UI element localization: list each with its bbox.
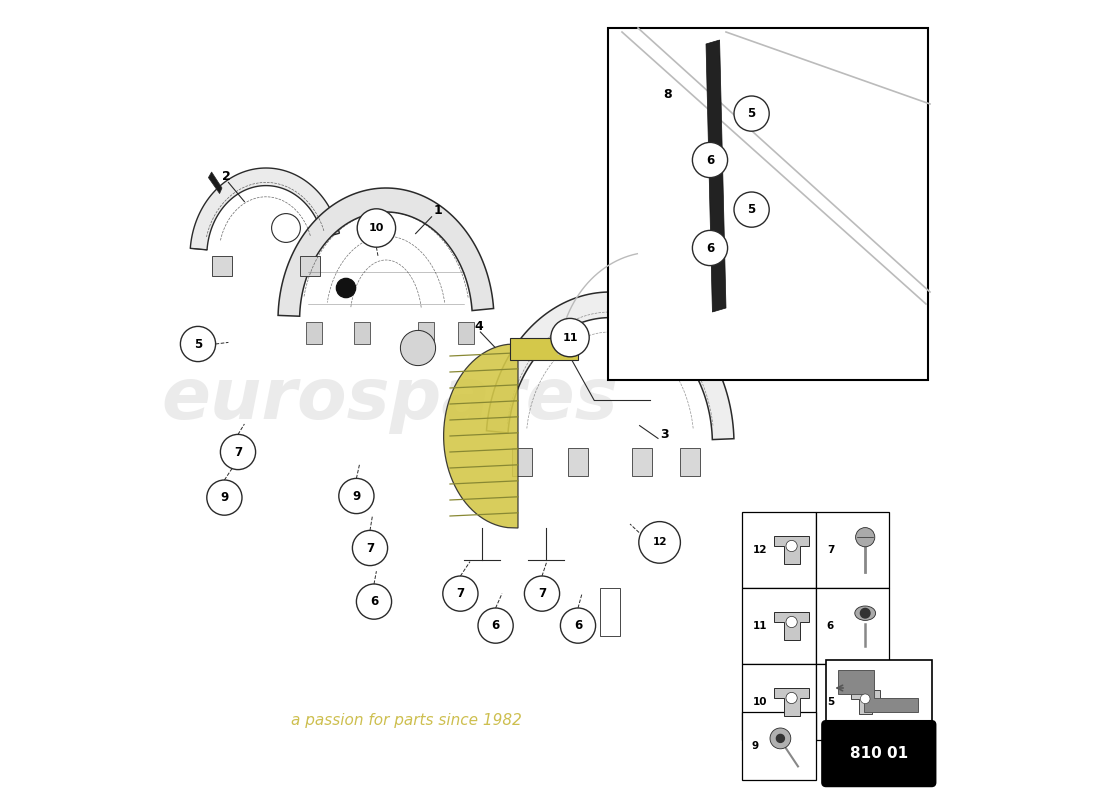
FancyBboxPatch shape [822, 721, 936, 786]
Circle shape [860, 694, 870, 704]
Bar [458, 322, 474, 344]
Polygon shape [486, 292, 734, 439]
Bar [681, 448, 700, 476]
Circle shape [339, 478, 374, 514]
Polygon shape [774, 611, 810, 640]
Text: 7: 7 [366, 542, 374, 554]
Bar [300, 256, 320, 276]
Bar [212, 256, 232, 276]
Circle shape [560, 608, 595, 643]
Bar [632, 448, 651, 476]
Circle shape [692, 230, 727, 266]
Text: 6: 6 [370, 595, 378, 608]
Polygon shape [190, 168, 340, 250]
Text: 10: 10 [754, 697, 768, 707]
Text: 5: 5 [748, 203, 756, 216]
Circle shape [639, 522, 681, 563]
Circle shape [734, 192, 769, 227]
Text: 4: 4 [474, 319, 483, 333]
Text: 9: 9 [352, 490, 361, 502]
Circle shape [272, 214, 300, 242]
Text: 6: 6 [574, 619, 582, 632]
Bar [826, 660, 932, 722]
Bar [569, 448, 587, 476]
Text: 11: 11 [562, 333, 578, 342]
Bar [815, 664, 889, 740]
Bar [815, 588, 889, 664]
Bar [742, 588, 815, 664]
Text: 12: 12 [754, 545, 768, 555]
Circle shape [358, 209, 396, 247]
Text: eurospares: eurospares [162, 366, 618, 434]
Text: 5: 5 [748, 107, 756, 120]
Text: 2: 2 [222, 170, 231, 183]
Circle shape [525, 576, 560, 611]
Polygon shape [774, 688, 810, 717]
Text: 5: 5 [827, 697, 834, 707]
Polygon shape [850, 690, 880, 714]
Bar [742, 664, 815, 740]
Text: 8: 8 [663, 88, 672, 101]
Circle shape [777, 734, 784, 742]
Bar [306, 322, 322, 344]
Text: 9: 9 [220, 491, 229, 504]
Polygon shape [774, 536, 810, 565]
Text: 7: 7 [827, 545, 834, 555]
Circle shape [337, 278, 355, 298]
Text: 6: 6 [492, 619, 499, 632]
Text: 7: 7 [538, 587, 546, 600]
Text: 12: 12 [652, 538, 667, 547]
Text: 1: 1 [434, 204, 442, 218]
Text: 5: 5 [194, 338, 202, 350]
Bar [354, 322, 370, 344]
Circle shape [786, 692, 798, 704]
Circle shape [356, 584, 392, 619]
Text: 3: 3 [660, 429, 669, 442]
Text: 10: 10 [368, 223, 384, 233]
Circle shape [734, 96, 769, 131]
Text: 11: 11 [754, 621, 768, 631]
Bar [742, 512, 815, 588]
Bar [742, 712, 815, 780]
Text: 7: 7 [456, 587, 464, 600]
Circle shape [180, 326, 216, 362]
Text: 9: 9 [751, 742, 759, 751]
Polygon shape [706, 40, 726, 312]
Ellipse shape [855, 606, 876, 621]
Bar [510, 338, 578, 360]
Text: a passion for parts since 1982: a passion for parts since 1982 [290, 713, 521, 727]
Circle shape [786, 541, 798, 552]
Circle shape [770, 728, 791, 749]
Circle shape [207, 480, 242, 515]
Text: 6: 6 [827, 621, 834, 631]
Bar [607, 28, 927, 380]
Polygon shape [278, 188, 494, 316]
Bar [513, 448, 531, 476]
Text: 810 01: 810 01 [849, 746, 908, 761]
Circle shape [220, 434, 255, 470]
Circle shape [856, 527, 875, 547]
Bar [815, 512, 889, 588]
Circle shape [551, 318, 590, 357]
Bar [418, 322, 434, 344]
Text: 7: 7 [234, 446, 242, 458]
Circle shape [860, 608, 870, 618]
Polygon shape [208, 172, 222, 194]
Text: 6: 6 [706, 154, 714, 166]
Text: 6: 6 [706, 242, 714, 254]
Circle shape [400, 330, 436, 366]
Circle shape [786, 617, 798, 627]
Circle shape [352, 530, 387, 566]
Circle shape [478, 608, 514, 643]
Circle shape [443, 576, 478, 611]
Polygon shape [443, 344, 518, 528]
Polygon shape [838, 670, 918, 712]
Circle shape [692, 142, 727, 178]
Bar [601, 588, 619, 636]
